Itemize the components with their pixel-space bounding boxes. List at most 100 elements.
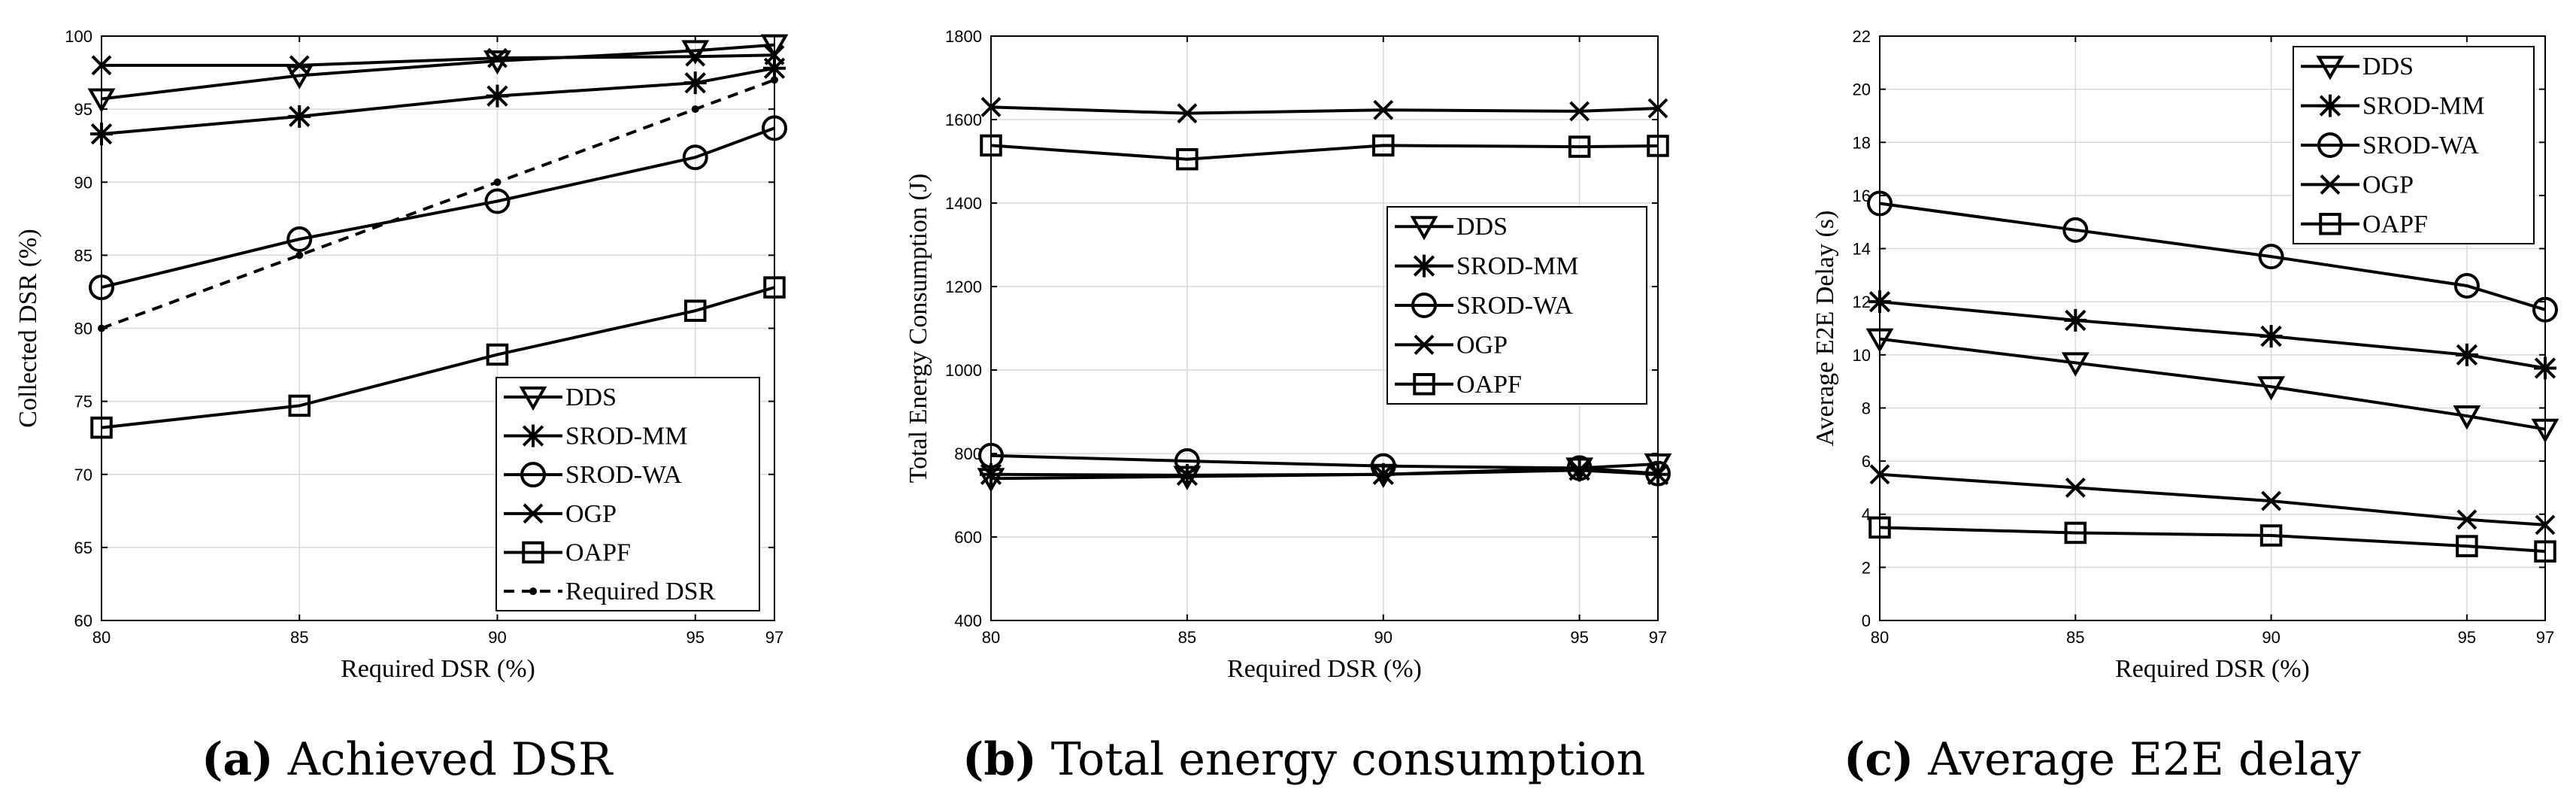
- legend: DDS SROD-MM SROD-WA OGP OAPF Required DSR: [496, 377, 760, 611]
- y-tick-label: 4: [1862, 505, 1871, 524]
- legend-label: SROD-MM: [565, 423, 687, 451]
- data-point: [1647, 98, 1668, 119]
- series-ogp: [1869, 464, 2556, 535]
- data-point: [1868, 290, 1891, 314]
- data-point: [683, 299, 707, 322]
- data-point: [2259, 325, 2283, 348]
- y-tick-label: 90: [74, 173, 92, 192]
- x-tick-label: 85: [1178, 628, 1196, 647]
- x-tick-label: 95: [1570, 628, 1588, 647]
- data-point: [2535, 514, 2556, 535]
- series-srod-wa: [978, 442, 1671, 487]
- x-tick-label: 80: [92, 628, 111, 647]
- data-point: [760, 34, 789, 59]
- series-required-dsr: [98, 76, 778, 332]
- data-point: [691, 105, 699, 114]
- data-point: [1373, 99, 1394, 120]
- legend-label: OGP: [565, 500, 617, 528]
- y-tick-label: 1600: [945, 111, 982, 129]
- data-point: [1568, 459, 1591, 482]
- data-point: [1176, 147, 1199, 171]
- series-oapf: [90, 276, 786, 439]
- y-tick-label: 75: [74, 393, 92, 411]
- x-tick-label: 97: [2536, 628, 2554, 647]
- series-line: [102, 53, 775, 67]
- series-ogp: [91, 44, 785, 76]
- y-tick-label: 6: [1862, 452, 1871, 471]
- data-point: [484, 188, 511, 214]
- y-tick-label: 1400: [945, 194, 982, 213]
- series-dds: [1865, 328, 2559, 443]
- series-srod-mm: [90, 56, 786, 146]
- data-point: [683, 71, 707, 95]
- series-line: [101, 126, 775, 290]
- series-line: [990, 469, 1659, 477]
- data-point: [2531, 418, 2559, 443]
- data-point: [493, 178, 502, 187]
- axes-box: [1879, 35, 2546, 621]
- y-tick-label: 1200: [945, 278, 982, 296]
- data-point: [685, 46, 706, 67]
- caption-letter: (b): [962, 733, 1037, 786]
- series-oapf: [980, 134, 1669, 171]
- x-tick-label: 95: [2458, 628, 2476, 647]
- legend: DDS SROD-MM SROD-WA OGP OAPF: [2293, 46, 2535, 244]
- series-dds: [87, 34, 789, 113]
- y-tick-label: 65: [74, 538, 92, 557]
- data-point: [2456, 509, 2478, 530]
- y-tick-label: 12: [1853, 293, 1871, 311]
- data-point: [1566, 455, 1593, 481]
- legend-marker: [522, 541, 544, 564]
- series-ogp: [980, 96, 1668, 124]
- legend-marker: [520, 462, 546, 488]
- x-tick-label: 90: [488, 628, 506, 647]
- data-point: [91, 55, 112, 76]
- series-line: [1879, 337, 2546, 431]
- x-tick-label: 97: [1649, 628, 1667, 647]
- y-tick-label: 0: [1862, 611, 1871, 630]
- data-point: [288, 394, 311, 417]
- x-tick-label: 95: [686, 628, 704, 647]
- data-point: [90, 416, 113, 439]
- legend-label: DDS: [2362, 53, 2414, 80]
- data-point: [2534, 356, 2556, 380]
- x-tick-label: 97: [765, 628, 783, 647]
- y-tick-label: 400: [954, 611, 982, 630]
- figure-caption: (a) Achieved DSR: [202, 733, 614, 786]
- series-line: [1879, 472, 2546, 526]
- data-point: [487, 47, 508, 68]
- data-point: [764, 44, 785, 65]
- y-tick-label: 14: [1853, 240, 1871, 259]
- caption-letter: (c): [1844, 733, 1914, 786]
- data-point: [2065, 477, 2086, 498]
- y-axis-label: Collected DSR (%): [14, 229, 42, 427]
- data-point: [2261, 490, 2282, 511]
- x-tick-label: 85: [290, 628, 308, 647]
- series-srod-wa: [89, 115, 787, 301]
- data-point: [2258, 244, 2284, 270]
- data-point: [980, 96, 1002, 117]
- data-point: [87, 88, 116, 113]
- legend-label: OAPF: [565, 539, 631, 567]
- y-tick-label: 800: [954, 444, 982, 463]
- data-point: [1569, 101, 1590, 122]
- legend-label: OAPF: [2362, 211, 2428, 238]
- series-line: [990, 144, 1659, 161]
- legend-marker: [1413, 373, 1435, 396]
- chart-panel-1: 80 85 90 95 97 60 65 70 75 80 85 90 95 100 Required DS…: [14, 27, 789, 786]
- legend-label: OAPF: [1456, 371, 1522, 399]
- series-srod-mm: [980, 459, 1669, 487]
- figure-caption: (b) Total energy consumption: [962, 733, 1645, 786]
- data-point: [2064, 521, 2087, 545]
- data-point: [1568, 135, 1591, 158]
- data-point: [1177, 103, 1198, 124]
- data-point: [1865, 328, 1894, 353]
- data-point: [286, 226, 313, 253]
- caption-letter: (a): [202, 733, 274, 786]
- data-point: [2456, 535, 2478, 557]
- legend-label: DDS: [1456, 213, 1508, 241]
- series-line: [101, 78, 775, 330]
- data-point: [2532, 296, 2558, 323]
- legend-marker: [529, 587, 537, 596]
